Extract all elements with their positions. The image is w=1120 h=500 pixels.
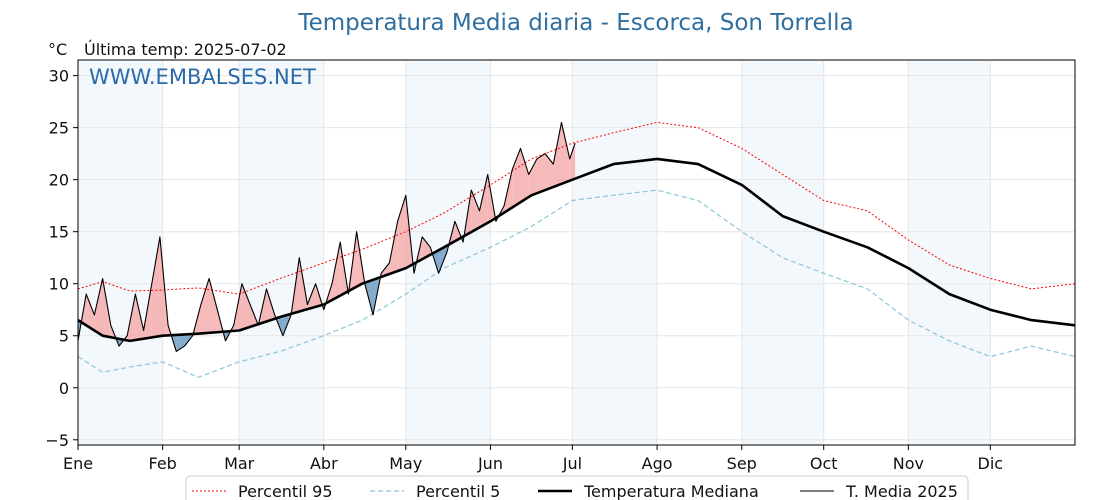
y-tick-label: 15 xyxy=(49,223,69,242)
anomaly-fill-warm xyxy=(512,148,521,208)
y-tick-label: 0 xyxy=(59,379,69,398)
anomaly-fill-warm xyxy=(545,153,554,191)
month-shade-ene xyxy=(78,60,163,445)
anomaly-fill-warm xyxy=(536,153,546,194)
x-tick-label: Nov xyxy=(893,454,924,473)
anomaly-fill-warm xyxy=(520,148,529,203)
anomaly-fill-warm xyxy=(94,278,103,336)
y-tick-label: −5 xyxy=(45,431,69,450)
y-tick-label: 30 xyxy=(49,67,69,86)
x-tick-label: Ene xyxy=(63,454,93,473)
y-tick-label: 25 xyxy=(49,119,69,138)
last-temp-label: Última temp: 2025-07-02 xyxy=(84,40,287,59)
anomaly-fill-warm xyxy=(135,294,144,341)
x-tick-label: Feb xyxy=(149,454,177,473)
y-tick-label: 10 xyxy=(49,275,69,294)
month-shade-sep xyxy=(741,60,824,445)
anomaly-fill-warm xyxy=(209,278,218,333)
x-tick-label: Jun xyxy=(477,454,503,473)
series-line-percentil-5 xyxy=(77,189,1076,379)
series-line-t-media-2025 xyxy=(77,121,576,352)
chart-title: Temperatura Media diaria - Escorca, Son … xyxy=(297,10,853,36)
month-shade-jul xyxy=(572,60,658,445)
anomaly-fill-warm xyxy=(553,122,562,187)
plot-frame xyxy=(77,59,1076,446)
unit-label: °C xyxy=(48,40,67,59)
x-tick-label: Dic xyxy=(978,454,1004,473)
x-tick-label: May xyxy=(389,454,422,473)
legend-label: Percentil 95 xyxy=(238,482,333,500)
legend-box xyxy=(185,475,969,500)
series-line-percentil-95 xyxy=(77,121,1076,295)
x-tick-label: Sep xyxy=(727,454,757,473)
anomaly-fill-warm xyxy=(422,236,431,260)
legend-label: Percentil 5 xyxy=(416,482,500,500)
anomaly-fill-warm xyxy=(151,236,160,338)
month-shade-mar xyxy=(239,60,324,445)
legend-label: T. Media 2025 xyxy=(845,482,958,500)
y-tick-label: 5 xyxy=(59,327,69,346)
legend: Percentil 95 Percentil 5 Temperatura Media… xyxy=(185,475,969,500)
x-tick-label: Oct xyxy=(810,454,838,473)
anomaly-fill-warm xyxy=(332,242,341,301)
x-tick-label: Ago xyxy=(642,454,673,473)
legend-label: Temperatura Mediana xyxy=(583,482,759,500)
anomaly-fill-warm xyxy=(528,158,537,198)
anomaly-fill-warm xyxy=(200,278,210,334)
series-line-temperatura-mediana xyxy=(77,157,1076,343)
watermark: WWW.EMBALSES.NET xyxy=(89,65,316,89)
month-shade-nov xyxy=(908,60,991,445)
x-tick-label: Jul xyxy=(562,454,582,473)
anomaly-fill-warm xyxy=(471,190,480,232)
anomaly-fill-warm xyxy=(561,122,570,184)
anomaly-fill-warm xyxy=(241,283,251,330)
anomaly-fill-warm xyxy=(86,294,95,331)
y-tick-label: 20 xyxy=(49,171,69,190)
x-tick-label: Abr xyxy=(310,454,338,473)
x-tick-label: Mar xyxy=(224,454,255,473)
anomaly-fill-cold xyxy=(438,245,447,274)
anomaly-fill-warm xyxy=(569,143,576,181)
plot-area: −5 0 5 10 15 20 25 30 Ene Feb Mar Abr May Jun Jul Ago Se… xyxy=(45,59,1076,473)
